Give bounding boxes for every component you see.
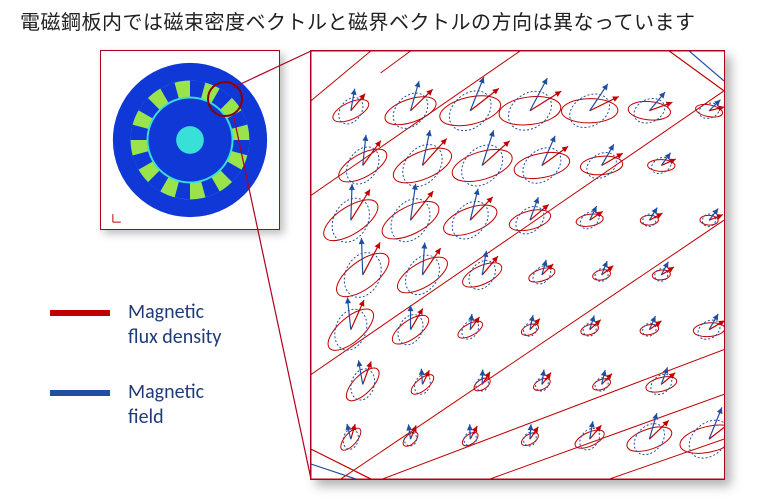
- page-title: 電磁鋼板内では磁束密度ベクトルと磁界ベクトルの方向は異なっています: [20, 6, 738, 35]
- legend-swatch-field: [50, 390, 110, 396]
- legend-label-field: Magneticfield: [128, 380, 204, 430]
- zoom-region-circle: [207, 81, 243, 117]
- motor-thumbnail: [100, 50, 280, 230]
- motor-svg: [101, 51, 279, 229]
- legend-row-flux: Magneticflux density: [50, 300, 290, 350]
- vector-detail-panel: [310, 50, 725, 480]
- vector-detail-svg: [311, 51, 724, 479]
- legend-swatch-flux: [50, 310, 110, 316]
- legend-row-field: Magneticfield: [50, 380, 290, 430]
- legend: Magneticflux density Magneticfield: [50, 300, 290, 460]
- legend-label-flux: Magneticflux density: [128, 300, 221, 350]
